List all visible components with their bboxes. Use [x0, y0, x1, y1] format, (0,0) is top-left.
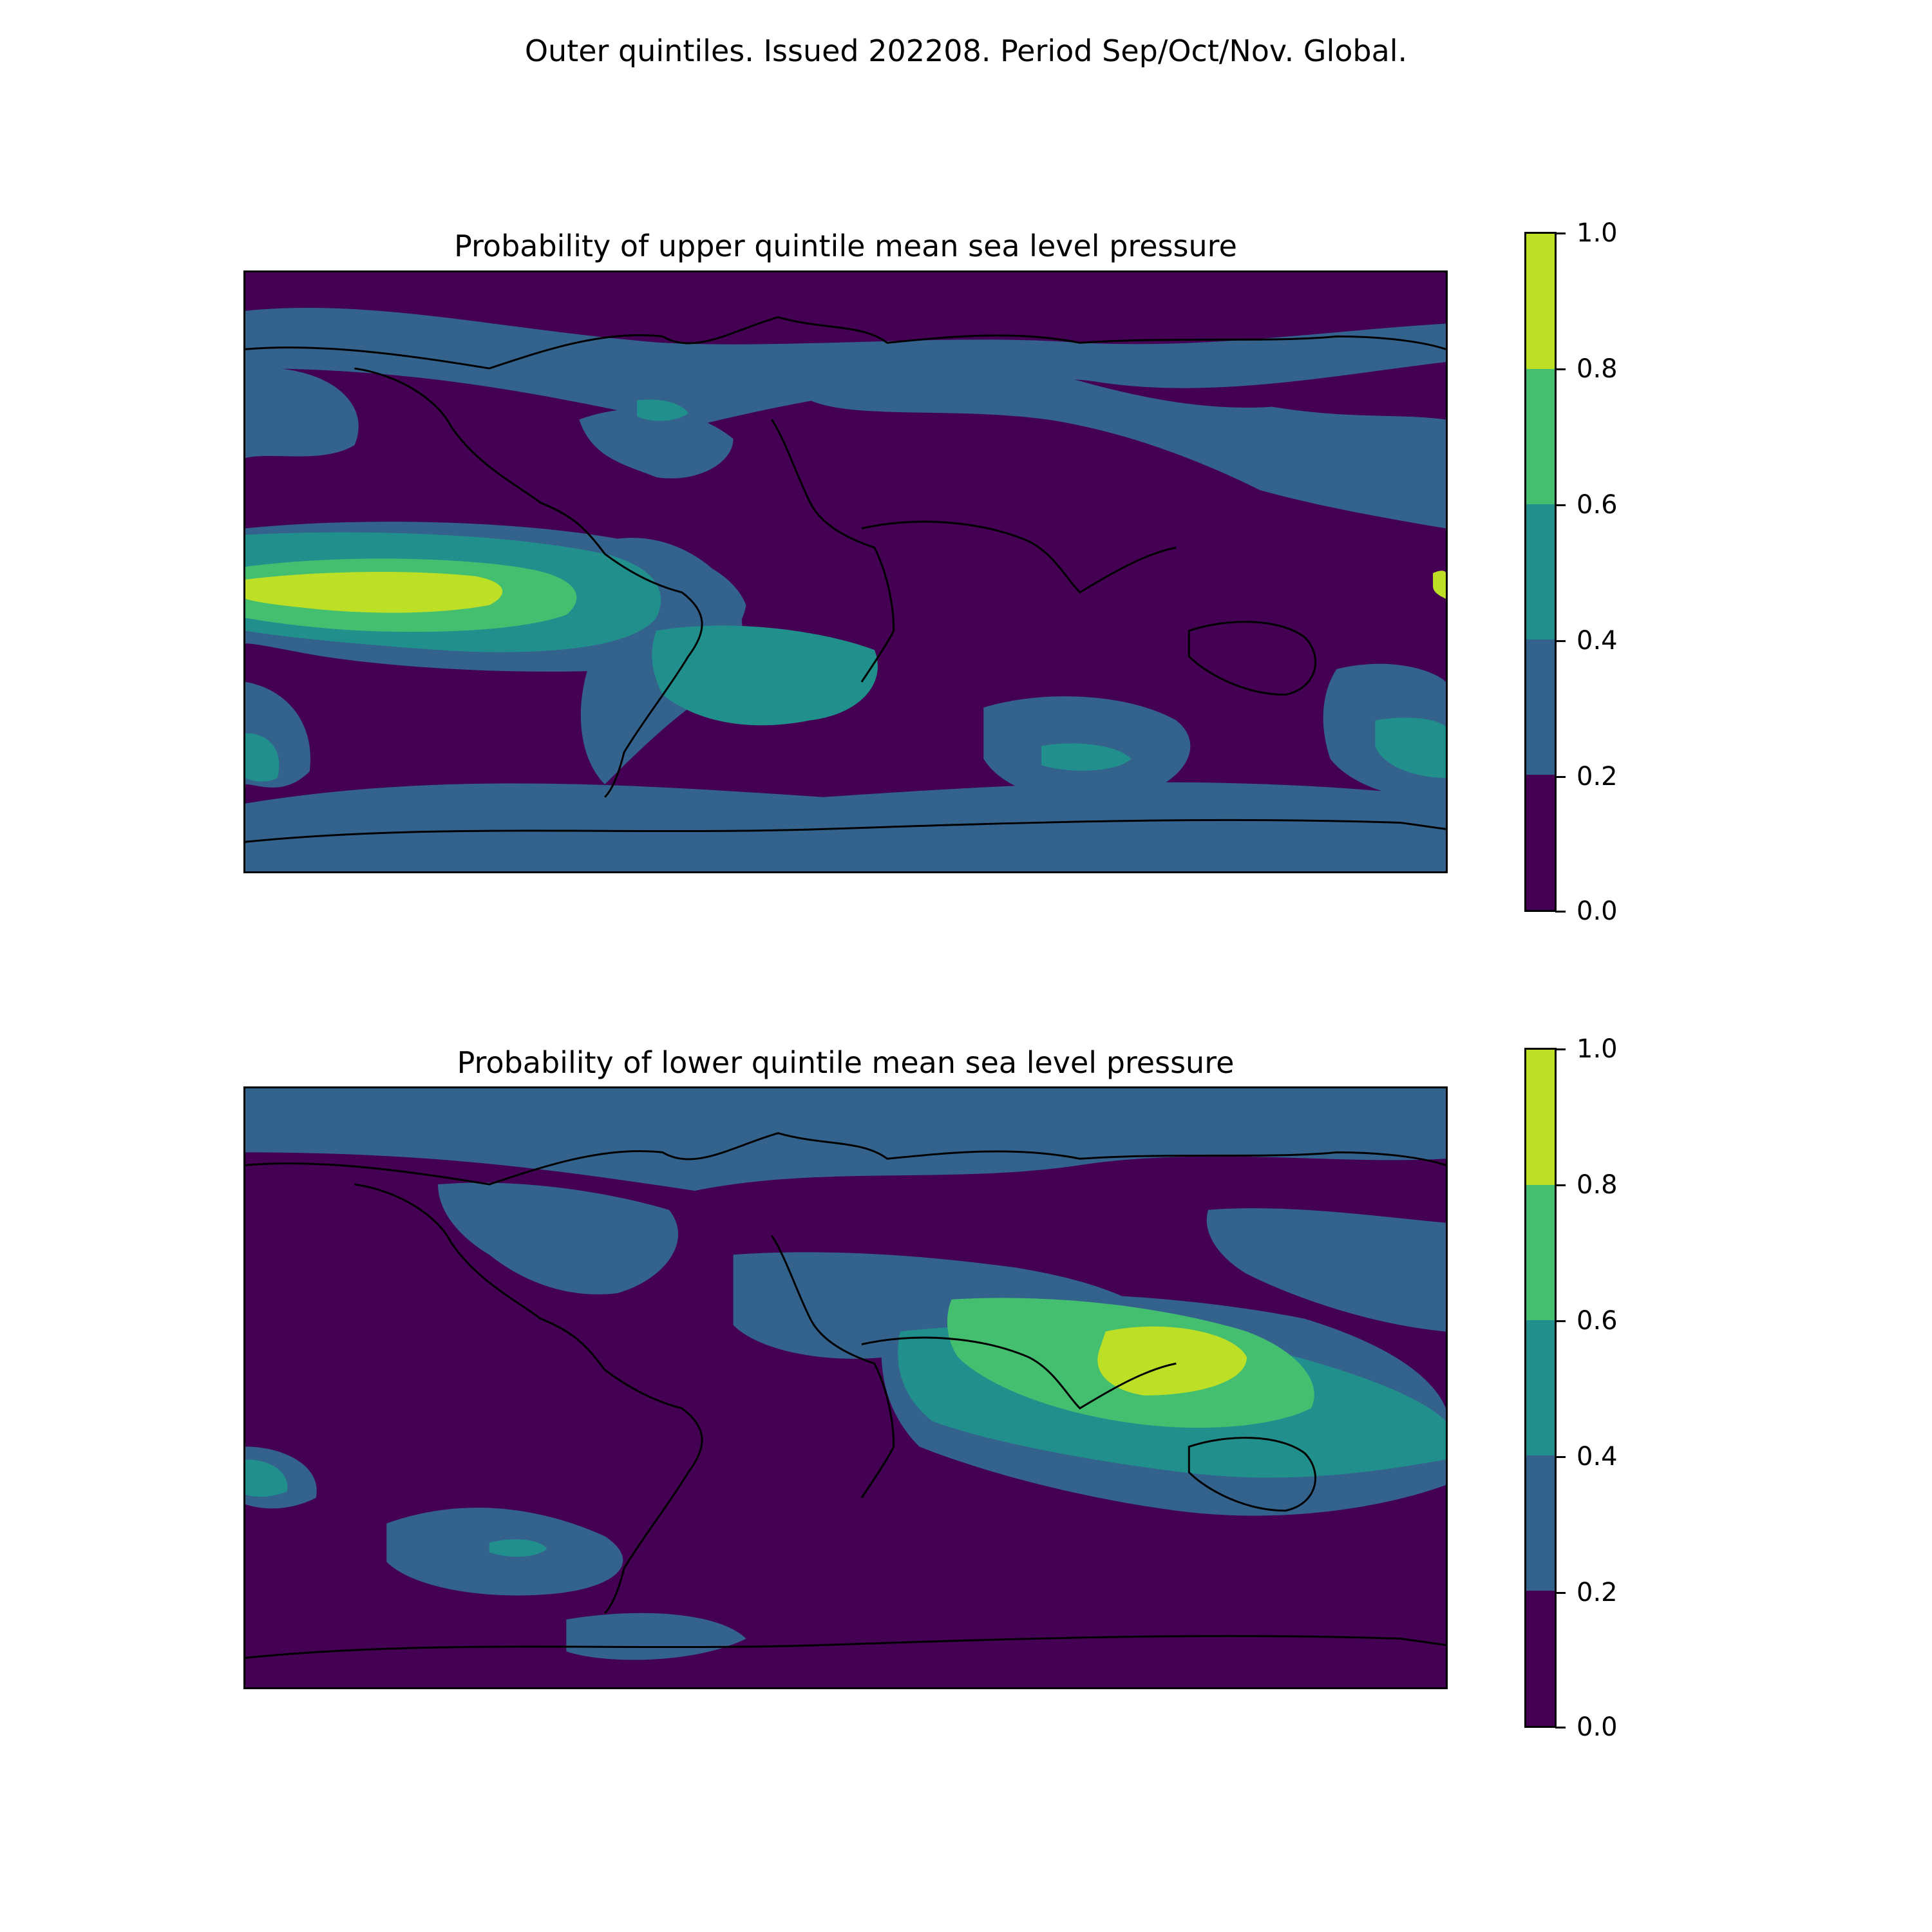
- colorbar-lower: [1524, 1048, 1557, 1728]
- region-tasman-l2: [1375, 717, 1446, 778]
- colorbar-lower-tick: [1555, 1184, 1566, 1186]
- colorbar-lower-tick-label: 0.4: [1577, 1442, 1618, 1472]
- colorbar-upper-band-2: [1526, 504, 1555, 639]
- panel-title-lower: Probability of lower quintile mean sea l…: [457, 1045, 1235, 1080]
- coastlines-upper: [245, 316, 1446, 843]
- colorbar-upper-tick: [1555, 232, 1566, 234]
- colorbar-lower-tick: [1555, 1456, 1566, 1458]
- map-upper: [243, 270, 1448, 873]
- figure-title: Outer quintiles. Issued 202208. Period S…: [524, 33, 1408, 68]
- colorbar-lower-tick-label: 0.6: [1577, 1306, 1618, 1336]
- region-south-pacific-l2: [489, 1539, 547, 1557]
- map-lower: [243, 1086, 1448, 1689]
- colorbar-upper-tick-label: 0.0: [1577, 896, 1618, 926]
- region-south-indian-l2: [1041, 743, 1132, 771]
- colorbar-upper-tick: [1555, 640, 1566, 642]
- region-north-atlantic: [579, 408, 734, 478]
- region-antarctica: [245, 782, 1446, 871]
- region-east-pacific-edge: [245, 733, 279, 782]
- region-east-pacific-edge-l2: [245, 1459, 288, 1497]
- colorbar-upper-tick-label: 0.2: [1577, 762, 1618, 791]
- region-south-atlantic: [652, 625, 878, 726]
- region-north-pacific: [245, 367, 359, 459]
- colorbar-lower-band-2: [1526, 1320, 1555, 1455]
- region-arctic-band: [245, 1088, 1446, 1191]
- colorbar-upper: [1524, 232, 1557, 912]
- region-antarctica-edge: [566, 1613, 746, 1660]
- map-lower-canvas: [245, 1088, 1446, 1660]
- colorbar-upper-tick: [1555, 368, 1566, 370]
- panel-title-upper: Probability of upper quintile mean sea l…: [454, 229, 1237, 263]
- colorbar-upper-band-1: [1526, 639, 1555, 775]
- colorbar-upper-tick: [1555, 776, 1566, 778]
- region-tropical-pacific-core: [245, 572, 503, 613]
- colorbar-lower-tick: [1555, 1592, 1566, 1594]
- map-upper-canvas: [245, 308, 1446, 871]
- region-north-pacific-west: [1206, 1208, 1446, 1332]
- colorbar-lower-tick: [1555, 1048, 1566, 1050]
- colorbar-lower-tick: [1555, 1320, 1566, 1322]
- colorbar-upper-tick-label: 1.0: [1577, 218, 1618, 248]
- region-north-america: [438, 1182, 679, 1294]
- colorbar-upper-band-3: [1526, 369, 1555, 504]
- region-west-pacific-edge: [1433, 571, 1446, 599]
- colorbar-upper-tick: [1555, 504, 1566, 506]
- colorbar-lower-band-0: [1526, 1591, 1555, 1726]
- colorbar-lower-tick-label: 0.2: [1577, 1578, 1618, 1607]
- region-eurasia-north: [810, 354, 1446, 529]
- coastlines-lower: [245, 1132, 1446, 1659]
- colorbar-upper-band-0: [1526, 775, 1555, 910]
- colorbar-lower-tick-label: 1.0: [1577, 1034, 1618, 1064]
- colorbar-lower-tick-label: 0.8: [1577, 1170, 1618, 1200]
- region-newfoundland: [637, 399, 688, 421]
- colorbar-upper-tick-label: 0.4: [1577, 626, 1618, 656]
- colorbar-lower-band-1: [1526, 1455, 1555, 1591]
- colorbar-lower-tick: [1555, 1727, 1566, 1728]
- colorbar-lower-band-3: [1526, 1185, 1555, 1320]
- colorbar-lower-band-4: [1526, 1050, 1555, 1185]
- colorbar-upper-tick-label: 0.8: [1577, 354, 1618, 384]
- colorbar-upper-band-4: [1526, 234, 1555, 369]
- colorbar-upper-tick: [1555, 911, 1566, 913]
- colorbar-lower-tick-label: 0.0: [1577, 1712, 1618, 1742]
- colorbar-upper-tick-label: 0.6: [1577, 490, 1618, 520]
